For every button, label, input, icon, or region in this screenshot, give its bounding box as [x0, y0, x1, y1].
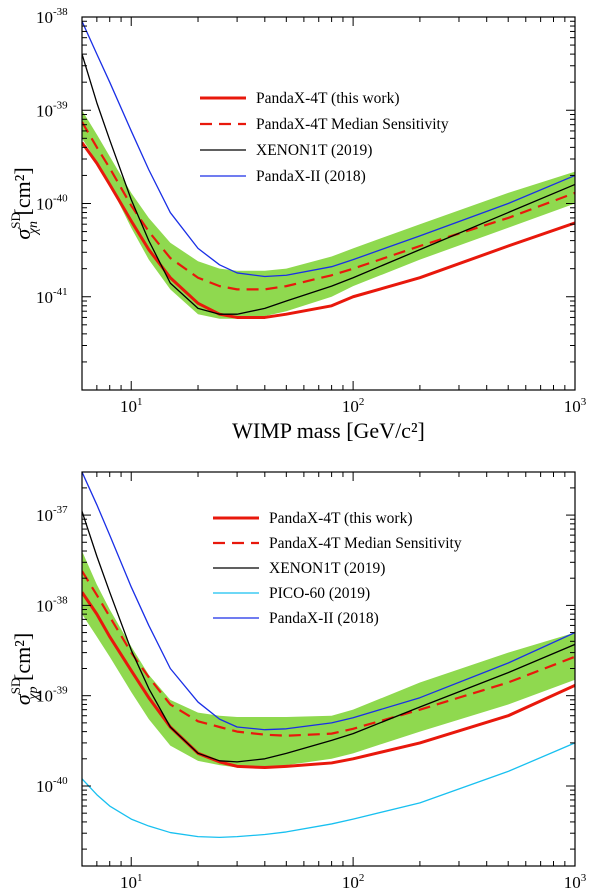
legend-label: XENON1T (2019)	[269, 560, 385, 577]
series-line-4	[82, 21, 575, 278]
sensitivity-band	[82, 110, 575, 319]
series-line-1	[82, 591, 575, 770]
x-tick-label: 102	[342, 396, 365, 416]
legend-label: XENON1T (2019)	[256, 142, 372, 159]
plot-area	[82, 21, 575, 319]
legend-label: PandaX-4T Median Sensitivity	[256, 116, 449, 133]
series-line-1	[82, 141, 575, 319]
series-line-4	[82, 742, 575, 838]
legend-label: PandaX-4T Median Sensitivity	[269, 535, 462, 552]
legend: PandaX-4T (this work) PandaX-4T Median Se…	[200, 90, 449, 185]
legend: PandaX-4T (this work) PandaX-4T Median Se…	[213, 510, 462, 627]
y-tick-label: 10-37	[36, 504, 68, 525]
y-tick-label: 10-40	[36, 775, 68, 796]
y-tick-label: 10-39	[36, 99, 68, 120]
y-tick-label: 10-41	[36, 286, 68, 307]
series-line-2	[82, 570, 575, 737]
legend-label: PandaX-II (2018)	[256, 168, 366, 185]
x-tick-label: 103	[564, 396, 587, 416]
x-tick-label: 101	[120, 396, 143, 416]
series-line-2	[82, 121, 575, 291]
x-axis-title: WIMP mass [GeV/c²]	[232, 418, 425, 443]
sensitivity-band	[82, 551, 575, 768]
axis-ticks	[81, 16, 576, 391]
x-tick-label: 103	[564, 872, 587, 892]
y-tick-label: 10-39	[36, 685, 68, 706]
x-tick-label: 101	[120, 872, 143, 892]
legend-label: PandaX-4T (this work)	[269, 510, 413, 527]
axis-ticks	[81, 471, 576, 866]
y-tick-label: 10-40	[36, 193, 68, 214]
y-axis-title: σSD χp [cm²]	[8, 633, 41, 705]
legend-label: PandaX-4T (this work)	[256, 90, 400, 107]
y-axis-title: σSD χn [cm²]	[8, 167, 41, 239]
series-line-3	[82, 53, 575, 315]
series-line-3	[82, 511, 575, 763]
plot-area	[82, 472, 575, 838]
legend-label: PandaX-II (2018)	[269, 610, 379, 627]
x-tick-label: 102	[342, 872, 365, 892]
legend-label: PICO-60 (2019)	[269, 585, 370, 602]
y-tick-label: 10-38	[36, 6, 68, 27]
y-tick-label: 10-38	[36, 594, 68, 615]
chart-panel-1: 101 102 103 10-41 10-40 10-39 10-38 WIMP mass […	[8, 6, 587, 443]
series-line-5	[82, 472, 575, 731]
